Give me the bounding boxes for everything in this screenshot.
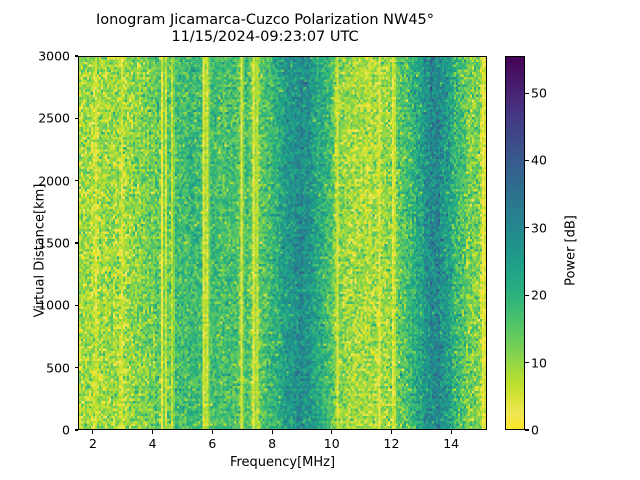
x-tick-label: 4 [148,436,157,451]
y-tick-label: 0 [62,422,70,438]
y-axis-label: Virtual Distance[km] [32,183,48,318]
colorbar-tick-mark [525,92,529,94]
colorbar-tick-mark [525,294,529,296]
colorbar-gradient [506,57,524,429]
x-tick-label: 8 [268,436,277,451]
x-axis-label: Frequency[MHz] [229,455,336,470]
y-tick-label: 3000 [38,48,70,64]
heatmap-plot-area [78,56,487,430]
x-tick-label: 6 [208,436,217,451]
colorbar-tick-mark [525,429,529,431]
x-tick-label: 14 [443,436,460,451]
chart-subtitle: 11/15/2024-09:23:07 UTC [171,29,359,45]
y-tick-label: 2500 [38,110,70,126]
x-tick-mark [92,430,94,434]
x-tick-mark [450,430,452,434]
x-tick-label: 2 [88,436,97,451]
colorbar-tick-label: 0 [531,422,539,438]
colorbar-tick-mark [525,227,529,229]
colorbar-tick-label: 40 [531,152,547,168]
page-title: Ionogram Jicamarca-Cuzco Polarization NW… [95,12,435,28]
x-tick-label: 10 [323,436,340,451]
colorbar-tick-mark [525,362,529,364]
x-tick-mark [152,430,154,434]
y-tick-label: 500 [46,360,70,376]
x-tick-mark [211,430,213,434]
x-tick-mark [331,430,333,434]
colorbar-tick-label: 20 [531,287,547,303]
x-tick-mark [390,430,392,434]
colorbar-label: Power [dB] [563,215,579,286]
colorbar-tick-label: 10 [531,355,547,371]
colorbar-tick-label: 30 [531,220,547,236]
x-tick-label: 12 [383,436,400,451]
colorbar [505,56,525,430]
colorbar-tick-mark [525,159,529,161]
x-tick-mark [271,430,273,434]
chart-title-block: Ionogram Jicamarca-Cuzco Polarization NW… [0,12,530,46]
ionogram-heatmap-canvas [79,57,486,429]
colorbar-tick-label: 50 [531,85,547,101]
